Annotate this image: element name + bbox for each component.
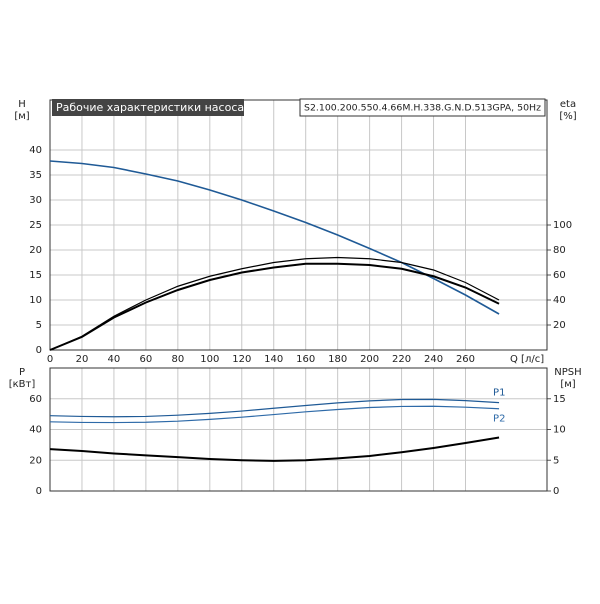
y-tick-label: 40	[29, 145, 42, 156]
model-name: S2.100.200.550.4.66M.H.338.G.N.D.513GPA,…	[304, 104, 541, 114]
y2-axis-label: eta	[560, 99, 576, 110]
y-axis-label: P	[19, 367, 25, 378]
y2-tick-label: 0	[553, 486, 559, 497]
series-line	[49, 436, 500, 462]
y2-tick-label: 10	[553, 425, 566, 436]
x-axis-label: Q [л/с]	[510, 354, 544, 365]
x-tick-label: 180	[328, 354, 347, 365]
y2-axis-label: NPSH	[554, 367, 581, 378]
plot-frame	[49, 99, 548, 351]
x-tick-label: 200	[360, 354, 379, 365]
x-tick-label: 100	[200, 354, 219, 365]
y-tick-label: 10	[29, 295, 42, 306]
series-label: P1	[493, 388, 505, 399]
series-line	[49, 262, 500, 351]
y-tick-label: 35	[29, 170, 42, 181]
series-line	[49, 405, 500, 424]
x-tick-label: 20	[76, 354, 89, 365]
y-axis-label: [м]	[14, 111, 29, 122]
y-tick-label: 20	[29, 455, 42, 466]
x-tick-label: 220	[392, 354, 411, 365]
x-tick-label: 60	[140, 354, 153, 365]
y-tick-label: 20	[29, 245, 42, 256]
series-line	[49, 160, 500, 315]
title-box	[52, 99, 244, 116]
x-tick-label: 40	[108, 354, 121, 365]
y-tick-label: 25	[29, 220, 42, 231]
y-axis-label: H	[18, 99, 26, 110]
y-tick-label: 5	[36, 320, 42, 331]
y-tick-label: 40	[29, 425, 42, 436]
x-tick-label: 0	[47, 354, 53, 365]
plot-frame	[49, 367, 548, 492]
y2-tick-label: 40	[553, 295, 566, 306]
model-box	[299, 98, 546, 117]
series-line	[49, 256, 500, 351]
x-tick-label: 240	[424, 354, 443, 365]
x-tick-label: 160	[296, 354, 315, 365]
y-tick-label: 30	[29, 195, 42, 206]
y2-tick-label: 15	[553, 394, 566, 405]
x-tick-label: 140	[264, 354, 283, 365]
y2-tick-label: 80	[553, 245, 566, 256]
y-tick-label: 60	[29, 394, 42, 405]
y2-axis-label: [%]	[559, 111, 576, 122]
y2-tick-label: 20	[553, 320, 566, 331]
y-tick-label: 0	[36, 486, 42, 497]
y-tick-label: 0	[36, 345, 42, 356]
y2-tick-label: 5	[553, 455, 559, 466]
x-tick-label: 120	[232, 354, 251, 365]
x-tick-label: 80	[171, 354, 184, 365]
y-tick-label: 15	[29, 270, 42, 281]
y2-tick-label: 60	[553, 270, 566, 281]
series-label: P2	[493, 414, 505, 425]
y-axis-label: [кВт]	[9, 379, 36, 390]
y2-axis-label: [м]	[560, 379, 575, 390]
chart-title: Рабочие характеристики насоса	[56, 101, 244, 114]
series-line	[49, 398, 500, 418]
x-tick-label: 260	[456, 354, 475, 365]
y2-tick-label: 100	[553, 220, 572, 231]
